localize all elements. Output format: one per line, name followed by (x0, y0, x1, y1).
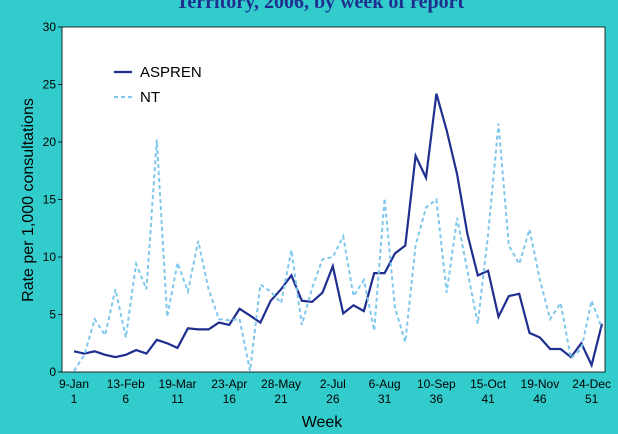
x-axis-title: Week (302, 414, 344, 431)
line-series (73, 123, 603, 372)
x-tick-label: 19-Mar (159, 377, 197, 391)
week-label: 16 (223, 392, 237, 406)
y-tick-label: 20 (43, 135, 57, 149)
x-tick-label: 13-Feb (107, 377, 145, 391)
x-tick-label: 6-Aug (369, 377, 401, 391)
week-label: 26 (326, 392, 340, 406)
y-axis-title: Rate per 1,000 consultations (20, 98, 37, 302)
x-tick-label: 2-Jul (320, 377, 346, 391)
week-label: 51 (585, 392, 599, 406)
x-tick-label: 28-May (261, 377, 301, 391)
x-tick-label: 9-Jan (59, 377, 89, 391)
legend-label: ASPREN (140, 64, 202, 81)
line-series (73, 93, 604, 369)
x-tick-label: 10-Sep (417, 377, 456, 391)
week-label: 21 (274, 392, 288, 406)
week-label: 36 (430, 392, 444, 406)
week-label: 46 (533, 392, 547, 406)
y-tick-label: 15 (43, 193, 57, 207)
legend-label: NT (140, 89, 160, 106)
x-tick-label: 15-Oct (470, 377, 507, 391)
week-label: 6 (122, 392, 129, 406)
plot-area (61, 26, 606, 373)
y-tick-label: 25 (43, 78, 57, 92)
x-tick-label: 24-Dec (572, 377, 611, 391)
week-label: 11 (171, 392, 184, 406)
week-label: 1 (71, 392, 78, 406)
chart-title: Territory, 2006, by week of report (176, 0, 465, 13)
y-tick-label: 0 (49, 365, 56, 379)
week-label: 31 (378, 392, 392, 406)
y-tick-label: 10 (43, 250, 57, 264)
y-tick-label: 5 (49, 308, 56, 322)
x-tick-label: 19-Nov (521, 377, 560, 391)
x-tick-label: 23-Apr (211, 377, 247, 391)
week-label: 41 (481, 392, 495, 406)
y-tick-label: 30 (43, 20, 57, 34)
